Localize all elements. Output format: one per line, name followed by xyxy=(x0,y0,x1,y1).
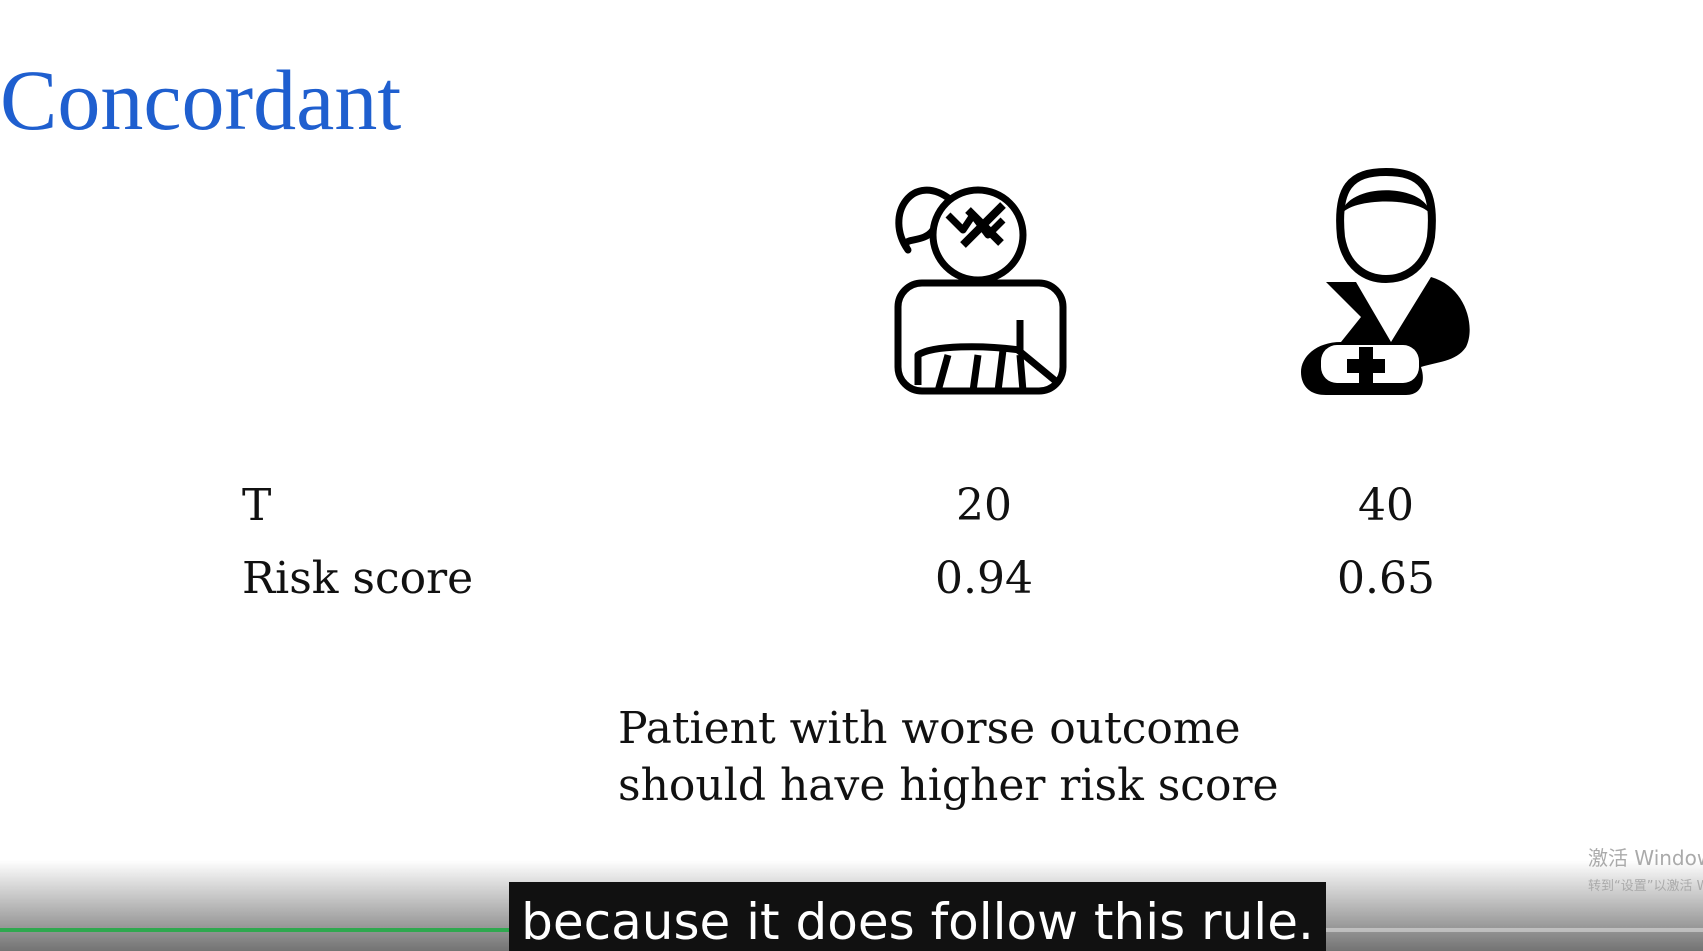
caption-line: should have higher risk score xyxy=(618,760,1279,811)
subtitle: because it does follow this rule. xyxy=(509,882,1326,951)
row-value: 0.65 xyxy=(1337,553,1435,604)
row-value: 0.94 xyxy=(935,553,1033,604)
watermark-line: 转到“设置”以激活 Windows。 xyxy=(1588,879,1703,894)
row-value: 40 xyxy=(1358,480,1414,531)
activation-watermark: 激活 Windows 转到“设置”以激活 Windows。 xyxy=(1588,842,1703,894)
row-value: 20 xyxy=(956,480,1012,531)
row-label: Risk score xyxy=(242,553,474,604)
patient-icon-man xyxy=(1301,167,1470,395)
progress-fill xyxy=(0,928,530,932)
slide-title: Concordant xyxy=(0,52,402,148)
patient-icon-woman xyxy=(894,186,1067,395)
caption-line: Patient with worse outcome xyxy=(618,703,1241,754)
caption: Patient with worse outcome should have h… xyxy=(618,700,1279,814)
watermark-line: 激活 Windows xyxy=(1588,846,1703,870)
row-label: T xyxy=(242,480,272,531)
